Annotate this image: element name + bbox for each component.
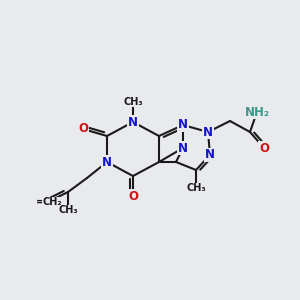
Text: N: N [205, 148, 215, 161]
Text: CH₃: CH₃ [123, 97, 143, 107]
Text: CH₃: CH₃ [58, 205, 78, 215]
Text: O: O [128, 190, 138, 202]
Text: CH₃: CH₃ [186, 183, 206, 193]
Text: N: N [128, 116, 138, 128]
Text: N: N [178, 118, 188, 131]
Text: N: N [178, 142, 188, 154]
Text: NH₂: NH₂ [244, 106, 269, 118]
Text: =: = [36, 197, 45, 207]
Text: N: N [203, 125, 213, 139]
Text: CH₂: CH₂ [42, 197, 62, 207]
Text: O: O [78, 122, 88, 136]
Text: N: N [102, 155, 112, 169]
Text: O: O [259, 142, 269, 154]
